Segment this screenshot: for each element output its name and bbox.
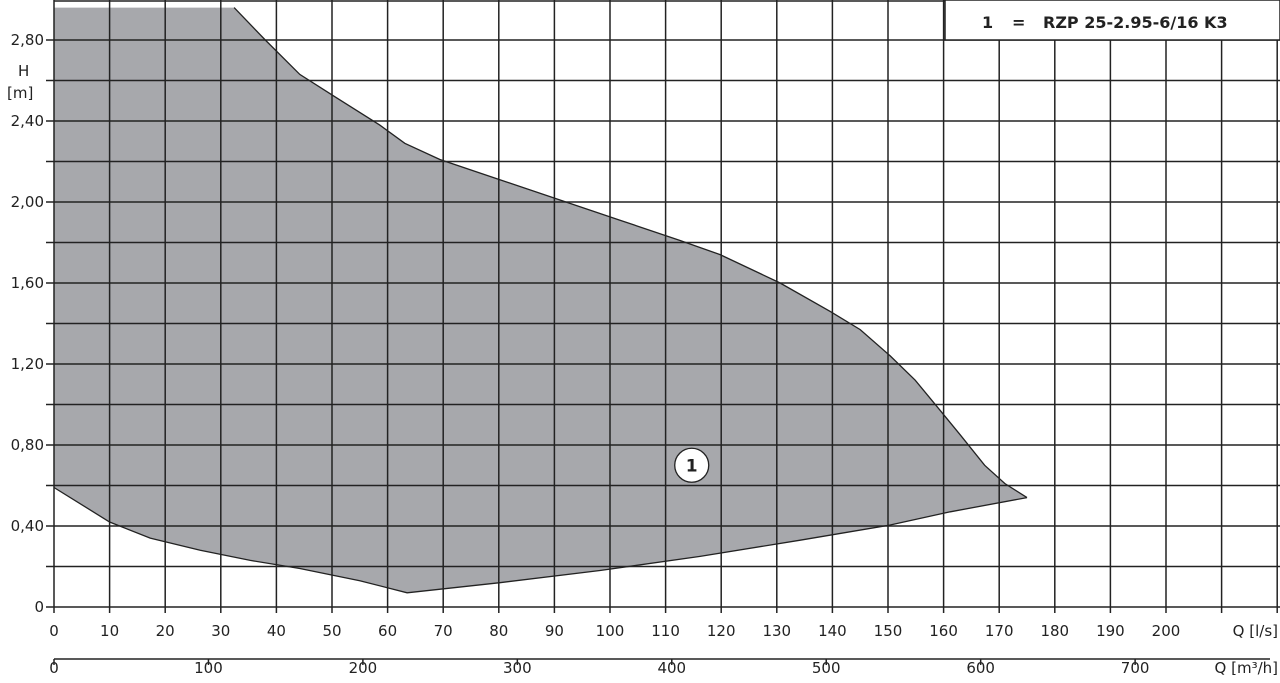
x-tick-label: 140 — [818, 622, 847, 640]
x-tick-label: 160 — [929, 622, 958, 640]
x2-tick-label: 400 — [657, 659, 686, 677]
y-tick-label: 0 — [34, 598, 44, 616]
x-tick-label: 50 — [322, 622, 341, 640]
x2-tick-label: 0 — [49, 659, 59, 677]
legend-equals: = — [1012, 13, 1025, 32]
x-tick-label: 130 — [762, 622, 791, 640]
upper-curve — [233, 7, 1028, 499]
x2-tick-label: 700 — [1121, 659, 1150, 677]
x-tick-label: 40 — [267, 622, 286, 640]
y-tick-label: 2,80 — [11, 31, 44, 49]
x-tick-label: 30 — [211, 622, 230, 640]
lower-curve — [53, 486, 1028, 594]
y-tick-label: 1,60 — [11, 274, 44, 292]
x-tick-label: 110 — [651, 622, 680, 640]
y-tick-label: 0,80 — [11, 436, 44, 454]
x2-tick-label: 500 — [812, 659, 841, 677]
y-axis-unit: [m] — [7, 84, 33, 102]
x2-tick-label: 600 — [966, 659, 995, 677]
x-tick-label: 90 — [545, 622, 564, 640]
x2-tick-label: 300 — [503, 659, 532, 677]
y-tick-label: 0,40 — [11, 517, 44, 535]
x-tick-label: 180 — [1040, 622, 1069, 640]
y-axis-label: H — [18, 62, 29, 80]
x-tick-label: 190 — [1096, 622, 1125, 640]
x-tick-label: 70 — [434, 622, 453, 640]
x-tick-label: 120 — [707, 622, 736, 640]
curve-label-number: 1 — [686, 456, 698, 476]
x-axis-label: Q [l/s] — [1233, 622, 1278, 640]
x2-tick-label: 200 — [349, 659, 378, 677]
x-tick-label: 10 — [100, 622, 119, 640]
x-tick-label: 60 — [378, 622, 397, 640]
operating-range-area — [54, 7, 1027, 593]
x-tick-label: 80 — [489, 622, 508, 640]
x-tick-label: 150 — [874, 622, 903, 640]
y-tick-label: 2,00 — [11, 193, 44, 211]
x-tick-label: 0 — [49, 622, 59, 640]
x-tick-label: 200 — [1152, 622, 1181, 640]
legend: 1 = RZP 25-2.95-6/16 K3 — [944, 0, 1280, 41]
legend-number: 1 — [982, 13, 993, 32]
x-tick-label: 170 — [985, 622, 1014, 640]
legend-label: RZP 25-2.95-6/16 K3 — [1043, 13, 1228, 32]
y-tick-label: 2,40 — [11, 112, 44, 130]
x2-tick-label: 100 — [194, 659, 223, 677]
x-tick-label: 20 — [156, 622, 175, 640]
x-tick-label: 100 — [596, 622, 625, 640]
curve-label-circle — [674, 447, 710, 483]
y-tick-label: 1,20 — [11, 355, 44, 373]
x2-axis-label: Q [m³/h] — [1215, 659, 1278, 677]
